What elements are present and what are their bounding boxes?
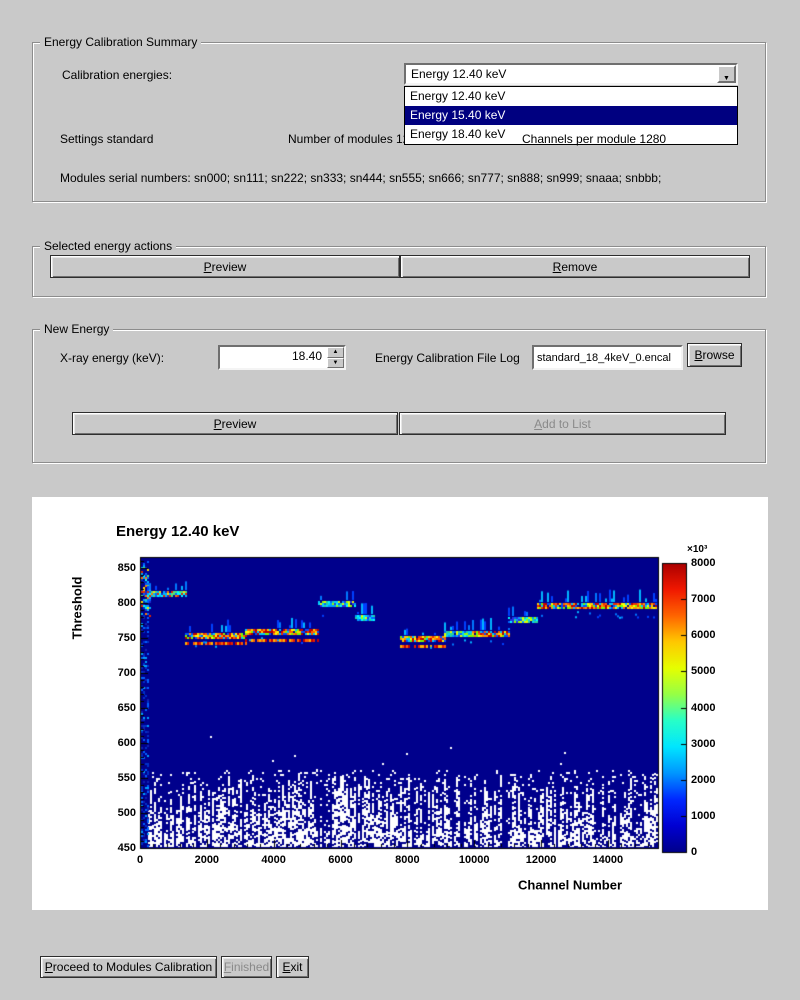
colorbar-tick-label: 4000	[691, 701, 716, 714]
file-log-label: Energy Calibration File Log	[375, 351, 520, 365]
dropdown-item[interactable]: Energy 12.40 keV	[410, 89, 506, 103]
exit-button[interactable]: Exit	[276, 956, 309, 978]
add-to-list-button[interactable]: Add to List	[399, 412, 726, 435]
file-log-input[interactable]	[532, 345, 683, 370]
channels-per-module-label: Channels per module 1280	[522, 132, 667, 146]
colorbar-tick-label: 8000	[691, 557, 716, 569]
y-axis-title: Threshold	[69, 576, 85, 640]
modules-serial-numbers-label: Modules serial numbers: sn000; sn111; sn…	[60, 171, 662, 185]
y-tick-label: 550	[117, 771, 136, 784]
y-tick-label: 800	[117, 596, 136, 609]
energy-calibration-summary-group	[32, 42, 766, 202]
x-tick-label: 14000	[592, 854, 624, 866]
proceed-to-modules-calibration-button[interactable]: Proceed to Modules Calibration	[40, 956, 217, 978]
arrow-down-icon: ▼	[332, 359, 339, 366]
colorbar-tick-label: 6000	[691, 629, 716, 642]
combobox-value: Energy 12.40 keV	[411, 67, 507, 81]
combobox-dropdown-button[interactable]: ▼	[717, 65, 736, 83]
x-tick-label: 10000	[458, 854, 490, 866]
remove-button[interactable]: Remove	[400, 255, 750, 278]
x-axis-title: Channel Number	[517, 877, 623, 893]
selected-energy-actions-legend: Selected energy actions	[40, 240, 177, 253]
y-tick-label: 650	[117, 701, 136, 714]
y-tick-label: 450	[117, 842, 136, 854]
y-tick-label: 600	[117, 736, 136, 749]
spin-down-button[interactable]: ▼	[327, 357, 344, 368]
x-tick-label: 8000	[395, 854, 420, 866]
modules-count-label: Number of modules 12	[288, 132, 410, 146]
preview-new-button[interactable]: Preview	[72, 412, 398, 435]
x-tick-label: 6000	[328, 854, 353, 866]
xray-energy-value: 18.40	[291, 349, 322, 363]
x-tick-label: 2000	[194, 854, 220, 866]
y-tick-label: 850	[117, 561, 136, 574]
colorbar-tick-label: 1000	[691, 809, 716, 822]
spin-buttons: ▲ ▼	[327, 347, 344, 368]
x-tick-label: 0	[136, 854, 144, 866]
chevron-down-icon: ▼	[723, 75, 730, 82]
browse-button[interactable]: Browse	[687, 343, 742, 367]
dropdown-item[interactable]: Energy 15.40 keV	[405, 106, 737, 125]
chart-title: Energy 12.40 keV	[116, 523, 240, 540]
y-tick-label: 700	[117, 666, 136, 679]
calibration-energies-label: Calibration energies:	[62, 68, 173, 82]
y-tick-label: 750	[117, 631, 136, 644]
new-energy-group	[32, 329, 766, 463]
xray-energy-label: X-ray energy (keV):	[60, 351, 165, 365]
x-tick-label: 4000	[261, 854, 286, 866]
threshold-scan-heatmap	[32, 497, 768, 910]
spin-up-button[interactable]: ▲	[327, 347, 344, 358]
arrow-up-icon: ▲	[332, 349, 339, 355]
colorbar-tick-label: 5000	[691, 665, 716, 678]
xray-energy-spinbox[interactable]: 18.40 ▲ ▼	[218, 345, 346, 370]
finished-button[interactable]: Finished	[221, 956, 272, 978]
calibration-energies-combobox[interactable]: Energy 12.40 keV ▼	[404, 63, 738, 85]
selected-energy-actions-group	[32, 246, 766, 297]
calibration-plot-panel: Energy 12.40 keV Threshold Channel Numbe…	[32, 497, 768, 910]
colorbar-tick-label: 0	[691, 846, 698, 858]
settings-label: Settings standard	[60, 132, 154, 146]
colorbar-tick-label: 3000	[691, 737, 716, 750]
colorbar-scale-note: ×10³	[687, 544, 708, 555]
colorbar-tick-label: 7000	[691, 593, 716, 606]
preview-selected-button[interactable]: Preview	[50, 255, 400, 278]
calibration-energies-dropdown-list: Energy 12.40 keV Energy 15.40 keV Energy 1…	[404, 86, 738, 145]
energy-calibration-summary-legend: Energy Calibration Summary	[40, 36, 202, 49]
x-tick-label: 12000	[525, 854, 557, 866]
dropdown-item[interactable]: Energy 18.40 keV	[410, 127, 506, 141]
new-energy-legend: New Energy	[40, 323, 114, 336]
y-tick-label: 500	[117, 806, 136, 819]
colorbar-tick-label: 2000	[691, 773, 716, 786]
